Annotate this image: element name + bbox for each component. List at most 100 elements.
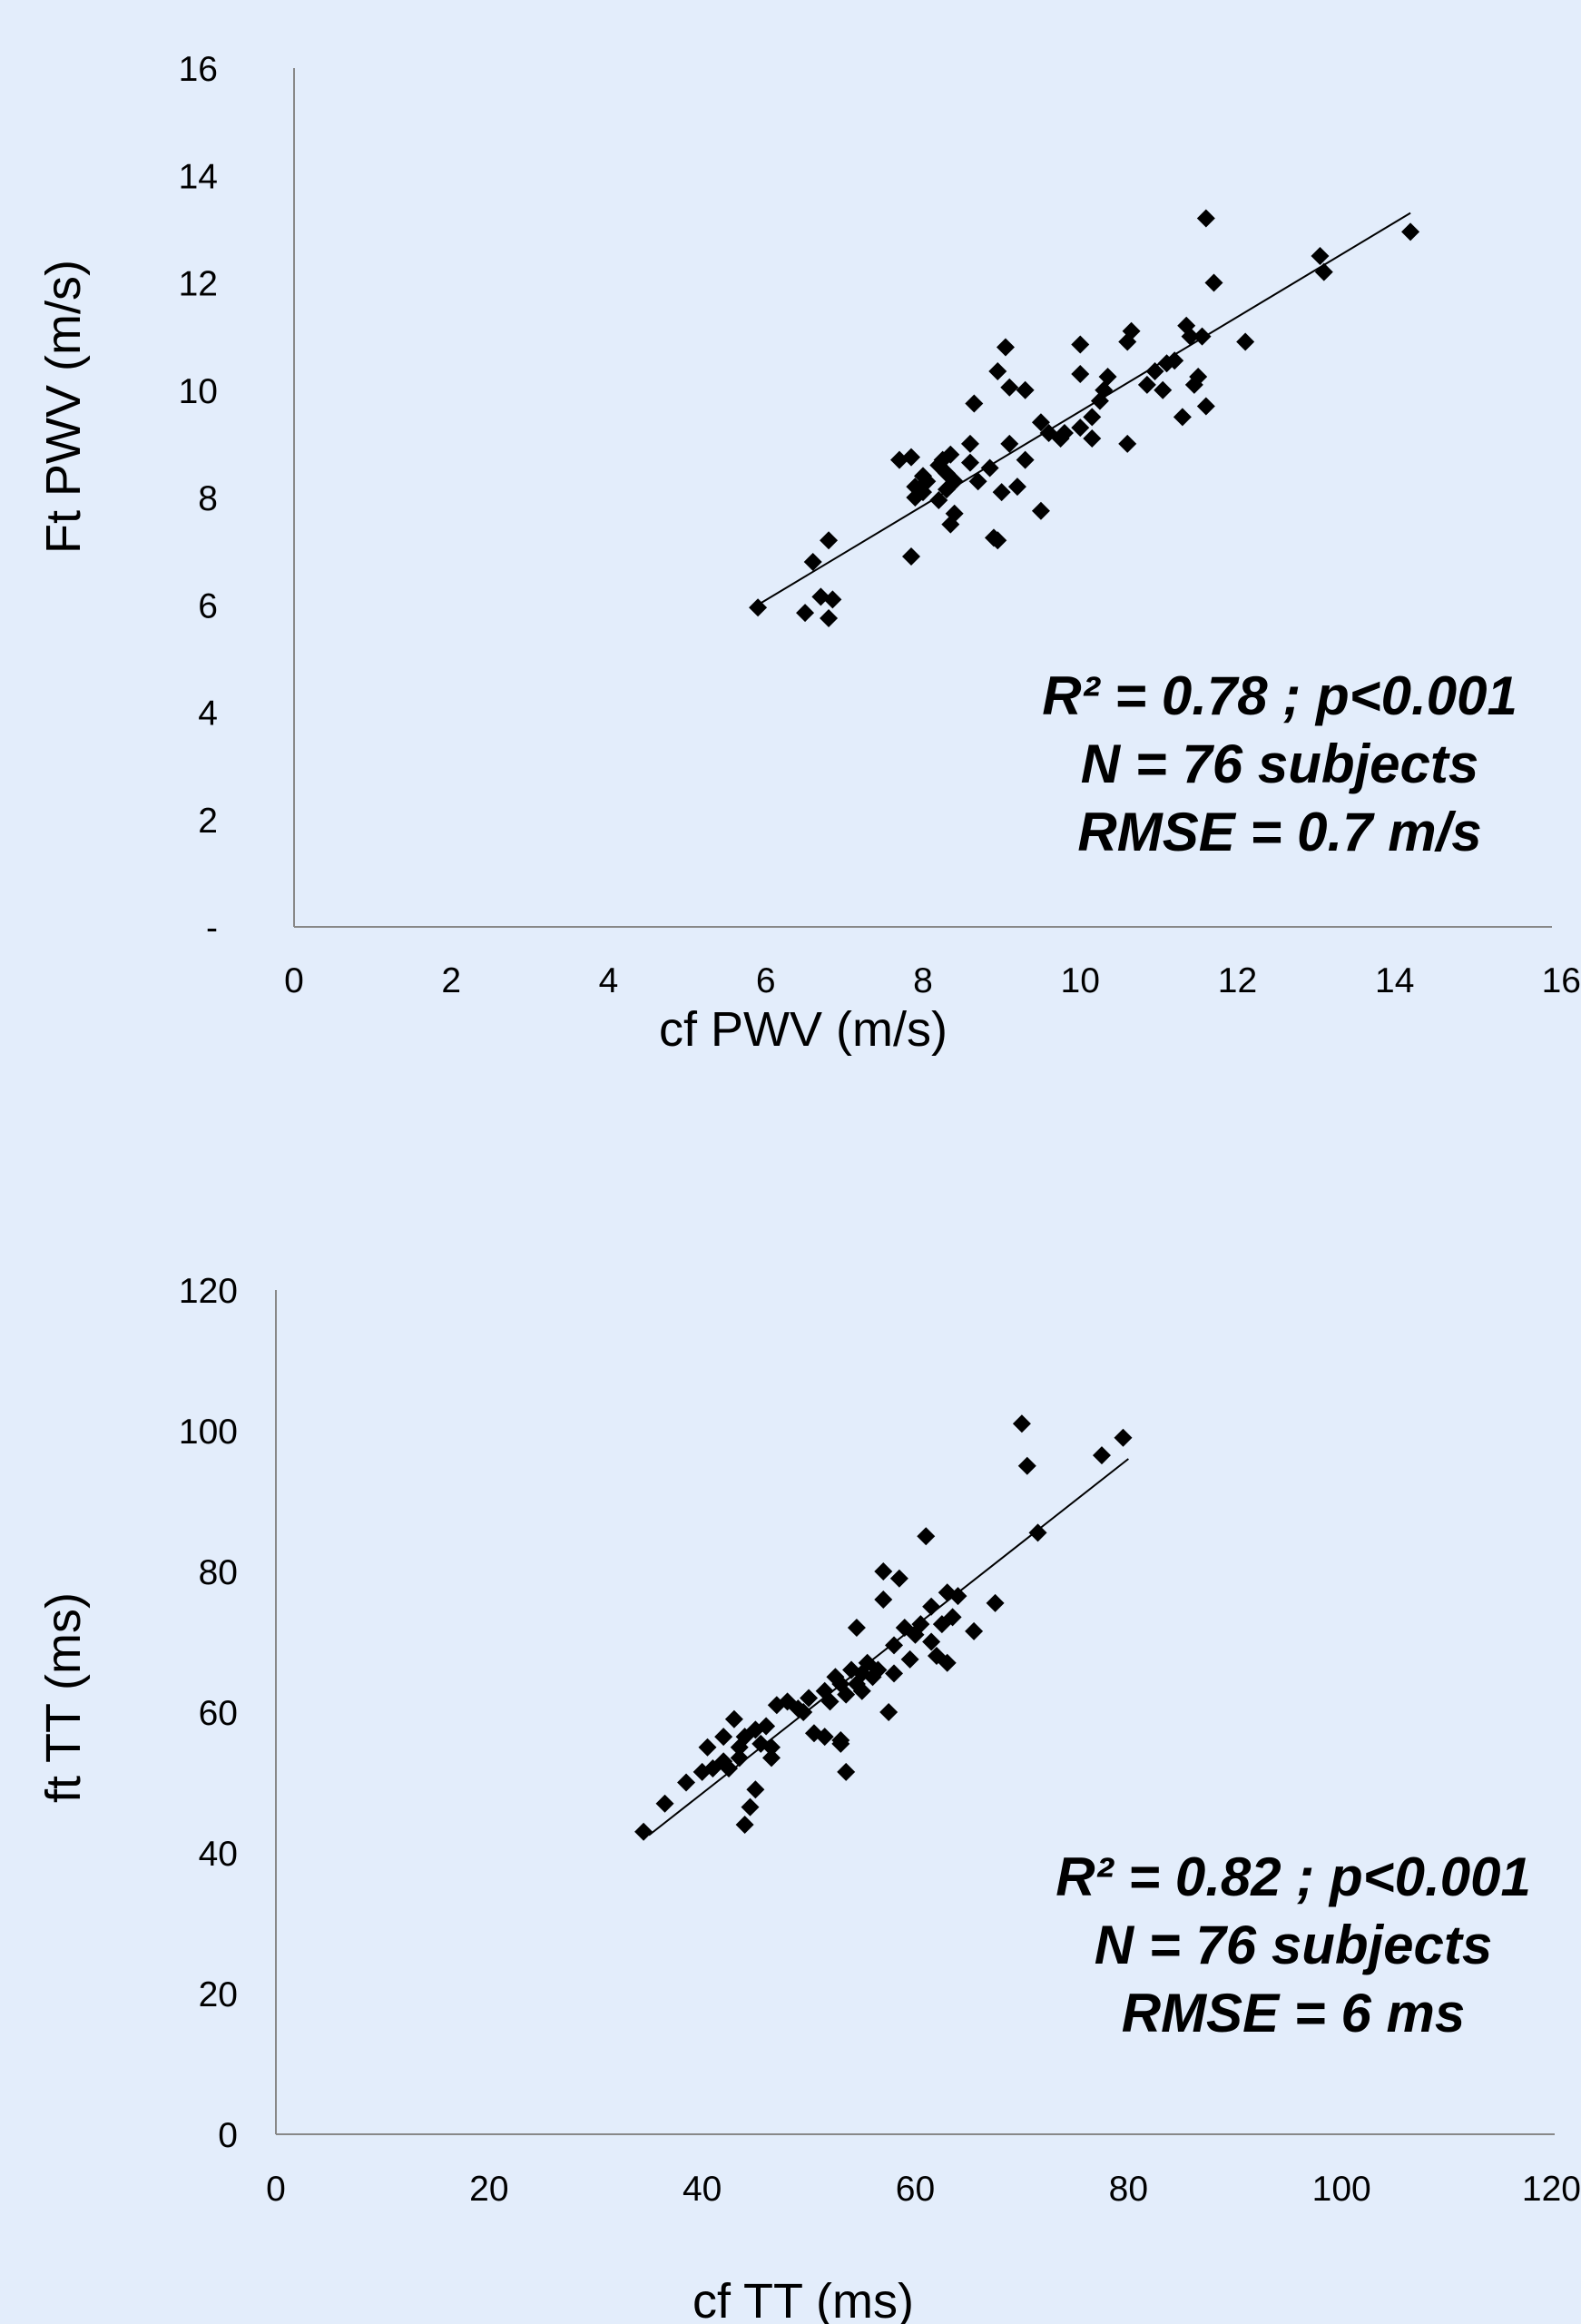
tt-data-point — [831, 1731, 850, 1749]
tt-data-point — [757, 1717, 776, 1736]
pwv-data-point — [1189, 367, 1208, 386]
tt-data-point — [746, 1780, 765, 1799]
tt-y-tick-label: 100 — [179, 1413, 238, 1452]
pwv-x-tick-label: 6 — [756, 961, 776, 1000]
tt-data-point — [1012, 1414, 1031, 1433]
tt-stat-r2: R² = 0.82 ; p<0.001 — [1056, 1846, 1531, 1907]
tt-x-tick-label: 0 — [266, 2170, 286, 2209]
tt-data-point — [730, 1748, 749, 1768]
tt-data-point — [735, 1816, 754, 1834]
tt-data-point — [922, 1632, 941, 1651]
tt-data-point — [720, 1759, 739, 1777]
pwv-data-point — [823, 590, 842, 609]
tt-data-point — [911, 1615, 930, 1634]
pwv-x-tick-label: 12 — [1218, 961, 1257, 1000]
pwv-y-tick-label: 4 — [198, 694, 218, 734]
pwv-data-point — [1165, 351, 1184, 370]
tt-data-point — [820, 1692, 840, 1711]
pwv-data-point — [1196, 397, 1215, 416]
pwv-y-tick-label: - — [206, 909, 218, 948]
pwv-data-point — [1083, 408, 1102, 427]
pwv-scatter-chart: - 2 4 6 8 10 12 14 16 0 2 4 6 8 10 12 14 16 cf PWV (m/s)… — [36, 50, 1581, 1057]
tt-data-point — [1028, 1523, 1047, 1542]
pwv-data-point — [980, 458, 999, 478]
pwv-stat-r2: R² = 0.78 ; p<0.001 — [1042, 665, 1517, 726]
pwv-data-point — [1181, 327, 1200, 346]
tt-data-point — [794, 1703, 813, 1721]
tt-x-tick-label: 100 — [1312, 2170, 1371, 2209]
tt-data-point — [948, 1587, 967, 1606]
pwv-data-point — [1083, 428, 1102, 448]
tt-data-point — [1092, 1446, 1111, 1465]
pwv-data-point — [820, 531, 839, 550]
tt-data-point — [922, 1597, 941, 1616]
tt-data-point — [677, 1773, 696, 1792]
tt-data-point — [815, 1728, 834, 1747]
pwv-data-point — [1154, 380, 1173, 399]
tt-data-point — [847, 1619, 866, 1637]
tt-data-point — [761, 1738, 781, 1757]
pwv-y-axis-title: Ft PWV (m/s) — [36, 260, 91, 554]
tt-y-tick-label: 60 — [199, 1694, 238, 1733]
pwv-y-tick-label: 8 — [198, 479, 218, 518]
pwv-data-point — [988, 362, 1007, 381]
tt-data-point — [874, 1562, 893, 1581]
pwv-data-point — [890, 450, 909, 469]
pwv-data-point — [1118, 434, 1137, 453]
pwv-scatter-marks — [749, 209, 1420, 628]
pwv-data-point — [918, 472, 937, 491]
tt-x-ticks: 0 20 40 60 80 100 120 — [266, 2170, 1581, 2209]
pwv-data-point — [1007, 478, 1026, 497]
pwv-data-point — [811, 587, 830, 606]
tt-data-point — [900, 1649, 919, 1669]
pwv-stats-annotation: R² = 0.78 ; p<0.001 N = 76 subjects RMSE… — [1042, 665, 1517, 862]
pwv-y-tick-label: 10 — [179, 372, 218, 411]
pwv-x-axis-title: cf PWV (m/s) — [659, 1002, 948, 1057]
tt-y-tick-label: 80 — [199, 1553, 238, 1592]
pwv-y-tick-label: 16 — [179, 50, 218, 89]
pwv-data-point — [1000, 434, 1019, 453]
pwv-data-point — [968, 472, 987, 491]
pwv-data-point — [1055, 424, 1074, 443]
tt-data-point — [1017, 1456, 1036, 1475]
pwv-data-point — [965, 394, 984, 413]
tt-data-point — [761, 1748, 781, 1768]
pwv-data-point — [1204, 273, 1223, 292]
tt-stat-n: N = 76 subjects — [1095, 1915, 1493, 1975]
pwv-data-point — [960, 434, 979, 453]
pwv-x-tick-label: 10 — [1061, 961, 1100, 1000]
pwv-x-tick-label: 14 — [1375, 961, 1414, 1000]
tt-data-point — [965, 1621, 984, 1640]
pwv-x-tick-label: 8 — [913, 961, 933, 1000]
tt-x-tick-label: 120 — [1522, 2170, 1581, 2209]
pwv-data-point — [941, 445, 960, 464]
pwv-data-point — [988, 531, 1007, 550]
tt-data-point — [634, 1822, 653, 1841]
tt-data-point — [724, 1709, 743, 1728]
pwv-y-ticks: - 2 4 6 8 10 12 14 16 — [179, 50, 218, 948]
pwv-data-point — [929, 490, 948, 509]
tt-y-tick-label: 20 — [199, 1975, 238, 2014]
tt-stat-rmse: RMSE = 6 ms — [1122, 1983, 1466, 2043]
pwv-data-point — [1401, 222, 1420, 241]
pwv-stat-rmse: RMSE = 0.7 m/s — [1077, 802, 1481, 862]
pwv-data-point — [960, 453, 979, 472]
pwv-x-tick-label: 2 — [441, 961, 461, 1000]
pwv-data-point — [796, 604, 815, 623]
tt-stats-annotation: R² = 0.82 ; p<0.001 N = 76 subjects RMSE… — [1056, 1846, 1531, 2043]
pwv-x-tick-label: 16 — [1542, 961, 1581, 1000]
pwv-data-point — [1314, 262, 1333, 281]
pwv-x-tick-label: 4 — [599, 961, 619, 1000]
pwv-data-point — [1173, 408, 1192, 427]
pwv-data-point — [1098, 367, 1117, 386]
pwv-data-point — [1095, 380, 1114, 399]
pwv-stat-n: N = 76 subjects — [1081, 734, 1479, 794]
tt-data-point — [874, 1590, 893, 1609]
tt-data-point — [889, 1569, 908, 1588]
pwv-data-point — [1071, 365, 1090, 384]
tt-x-axis-title: cf TT (ms) — [692, 2274, 914, 2324]
pwv-data-point — [1000, 378, 1019, 397]
tt-y-tick-label: 0 — [218, 2116, 238, 2155]
pwv-data-point — [1137, 375, 1156, 394]
